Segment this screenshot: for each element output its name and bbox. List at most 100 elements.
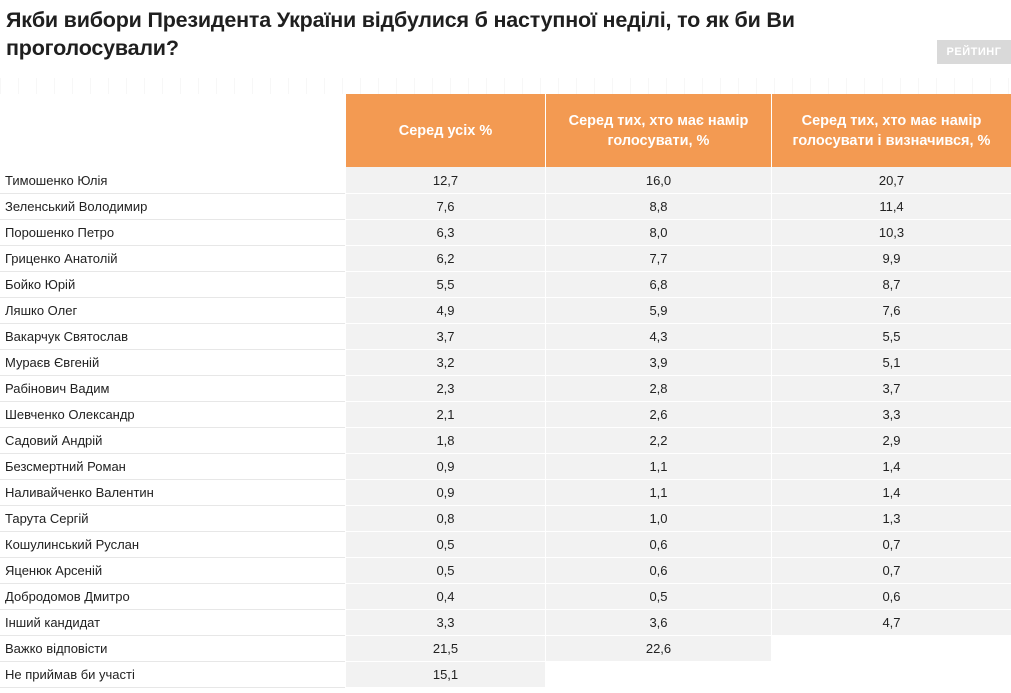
candidate-name: Вакарчук Святослав: [0, 324, 345, 350]
background-decoration: [0, 78, 1011, 94]
value-intend-to-vote: 16,0: [545, 167, 771, 194]
value-all: 0,5: [345, 558, 545, 584]
value-all: 3,7: [345, 324, 545, 350]
table-header: Серед усіх % Серед тих, хто має намір го…: [0, 94, 1011, 167]
value-all: 6,2: [345, 246, 545, 272]
candidate-name: Тимошенко Юлія: [0, 167, 345, 194]
candidate-name: Зеленський Володимир: [0, 194, 345, 220]
table-row: Кошулинський Руслан 0,5 0,6 0,7: [0, 532, 1011, 558]
value-decided: 3,7: [771, 376, 1011, 402]
candidate-name: Бойко Юрій: [0, 272, 345, 298]
value-intend-to-vote: 8,8: [545, 194, 771, 220]
value-decided: 4,7: [771, 610, 1011, 636]
results-table: Серед усіх % Серед тих, хто має намір го…: [0, 94, 1011, 688]
value-decided: 0,7: [771, 532, 1011, 558]
header-blank-cell: [0, 94, 345, 167]
value-all: 2,1: [345, 402, 545, 428]
page-title: Якби вибори Президента України відбулися…: [6, 6, 886, 62]
table-row: Ляшко Олег 4,9 5,9 7,6: [0, 298, 1011, 324]
value-decided: 0,7: [771, 558, 1011, 584]
value-intend-to-vote: 3,6: [545, 610, 771, 636]
table-row: Наливайченко Валентин 0,9 1,1 1,4: [0, 480, 1011, 506]
candidate-name: Кошулинський Руслан: [0, 532, 345, 558]
value-intend-to-vote: 2,2: [545, 428, 771, 454]
candidate-name: Мураєв Євгеній: [0, 350, 345, 376]
candidate-name: Інший кандидат: [0, 610, 345, 636]
column-header-decided: Серед тих, хто має намір голосувати і ви…: [771, 94, 1011, 167]
column-header-intend-to-vote: Серед тих, хто має намір голосувати, %: [545, 94, 771, 167]
value-intend-to-vote: 1,0: [545, 506, 771, 532]
value-decided: 10,3: [771, 220, 1011, 246]
value-intend-to-vote: 3,9: [545, 350, 771, 376]
table-row: Вакарчук Святослав 3,7 4,3 5,5: [0, 324, 1011, 350]
value-intend-to-vote: 1,1: [545, 480, 771, 506]
value-decided: 1,4: [771, 454, 1011, 480]
value-all: 0,9: [345, 454, 545, 480]
value-decided: 1,3: [771, 506, 1011, 532]
table-row: Безсмертний Роман 0,9 1,1 1,4: [0, 454, 1011, 480]
value-decided: 7,6: [771, 298, 1011, 324]
value-all: 5,5: [345, 272, 545, 298]
value-all: 0,9: [345, 480, 545, 506]
table-row: Тимошенко Юлія 12,7 16,0 20,7: [0, 167, 1011, 194]
value-all: 6,3: [345, 220, 545, 246]
candidate-name: Безсмертний Роман: [0, 454, 345, 480]
candidate-name: Ляшко Олег: [0, 298, 345, 324]
candidate-name: Шевченко Олександр: [0, 402, 345, 428]
title-line-1: Якби вибори Президента України відбулися…: [6, 8, 795, 32]
value-intend-to-vote: 22,6: [545, 636, 771, 662]
empty-cell: [771, 636, 1011, 662]
table-row: Важко відповісти 21,5 22,6: [0, 636, 1011, 662]
value-decided: 0,6: [771, 584, 1011, 610]
value-all: 3,2: [345, 350, 545, 376]
value-intend-to-vote: 7,7: [545, 246, 771, 272]
table-row: Не приймав би участі 15,1: [0, 662, 1011, 688]
table-row: Інший кандидат 3,3 3,6 4,7: [0, 610, 1011, 636]
title-line-2: проголосували?: [6, 36, 179, 60]
table-row: Добродомов Дмитро 0,4 0,5 0,6: [0, 584, 1011, 610]
value-all: 0,5: [345, 532, 545, 558]
value-intend-to-vote: 6,8: [545, 272, 771, 298]
table-row: Порошенко Петро 6,3 8,0 10,3: [0, 220, 1011, 246]
table-row: Тарута Сергій 0,8 1,0 1,3: [0, 506, 1011, 532]
value-all: 1,8: [345, 428, 545, 454]
table-row: Яценюк Арсеній 0,5 0,6 0,7: [0, 558, 1011, 584]
value-decided: 2,9: [771, 428, 1011, 454]
candidate-name: Тарута Сергій: [0, 506, 345, 532]
value-intend-to-vote: 4,3: [545, 324, 771, 350]
value-decided: 8,7: [771, 272, 1011, 298]
value-all: 4,9: [345, 298, 545, 324]
table-row: Шевченко Олександр 2,1 2,6 3,3: [0, 402, 1011, 428]
candidate-name: Важко відповісти: [0, 636, 345, 662]
empty-cell: [545, 662, 771, 688]
value-all: 0,8: [345, 506, 545, 532]
table-row: Гриценко Анатолій 6,2 7,7 9,9: [0, 246, 1011, 272]
value-intend-to-vote: 0,6: [545, 532, 771, 558]
value-decided: 9,9: [771, 246, 1011, 272]
value-intend-to-vote: 2,8: [545, 376, 771, 402]
value-intend-to-vote: 0,5: [545, 584, 771, 610]
table-row: Мураєв Євгеній 3,2 3,9 5,1: [0, 350, 1011, 376]
value-intend-to-vote: 5,9: [545, 298, 771, 324]
value-decided: 20,7: [771, 167, 1011, 194]
candidate-name: Наливайченко Валентин: [0, 480, 345, 506]
candidate-name: Гриценко Анатолій: [0, 246, 345, 272]
table-row: Рабінович Вадим 2,3 2,8 3,7: [0, 376, 1011, 402]
empty-cell: [771, 662, 1011, 688]
value-all: 12,7: [345, 167, 545, 194]
value-all: 7,6: [345, 194, 545, 220]
value-decided: 5,1: [771, 350, 1011, 376]
column-header-all: Серед усіх %: [345, 94, 545, 167]
value-all: 21,5: [345, 636, 545, 662]
value-decided: 11,4: [771, 194, 1011, 220]
candidate-name: Рабінович Вадим: [0, 376, 345, 402]
candidate-name: Порошенко Петро: [0, 220, 345, 246]
value-all: 0,4: [345, 584, 545, 610]
candidate-name: Садовий Андрій: [0, 428, 345, 454]
candidate-name: Яценюк Арсеній: [0, 558, 345, 584]
value-intend-to-vote: 1,1: [545, 454, 771, 480]
candidate-name: Добродомов Дмитро: [0, 584, 345, 610]
table-row: Зеленський Володимир 7,6 8,8 11,4: [0, 194, 1011, 220]
value-decided: 3,3: [771, 402, 1011, 428]
